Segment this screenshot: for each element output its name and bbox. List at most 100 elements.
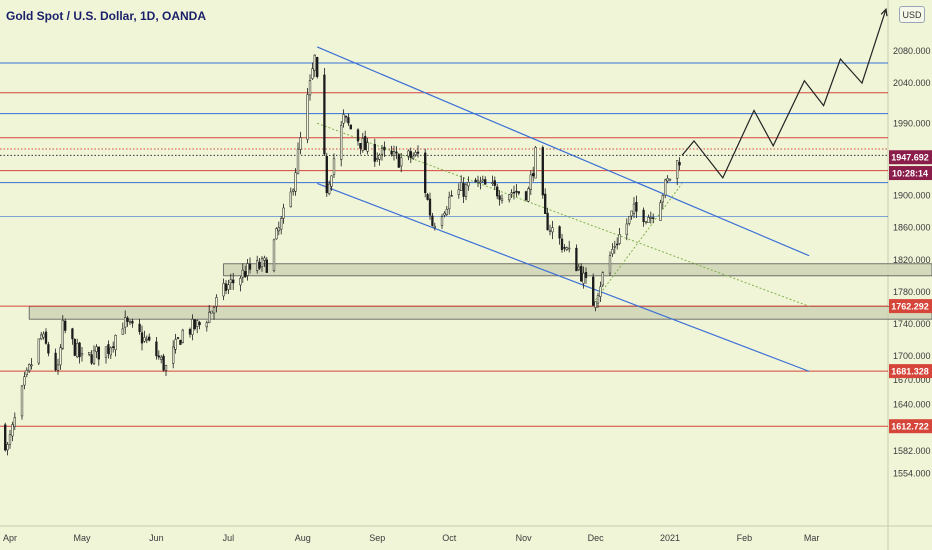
candle-body bbox=[366, 142, 369, 152]
y-axis-tick-label: 1860.000 bbox=[893, 223, 931, 233]
candle-body bbox=[241, 269, 244, 278]
x-axis-tick-label: Mar bbox=[804, 533, 820, 543]
candle-body bbox=[630, 210, 633, 217]
candle-body bbox=[517, 191, 520, 194]
candle-body bbox=[608, 255, 612, 274]
candle-body bbox=[107, 344, 110, 354]
candle-body bbox=[88, 351, 91, 355]
x-axis-tick-label: Jul bbox=[223, 533, 235, 543]
candle-body bbox=[390, 150, 393, 155]
y-axis-tick-label: 1582.000 bbox=[893, 446, 931, 456]
candle-body bbox=[515, 190, 518, 193]
price-tag bbox=[889, 166, 932, 181]
candle-body bbox=[292, 189, 295, 192]
candle-body bbox=[155, 341, 158, 357]
x-axis-tick-label: May bbox=[73, 533, 91, 543]
price-tag-label: 1612.722 bbox=[891, 422, 929, 432]
candle-body bbox=[342, 114, 345, 124]
candle-body bbox=[73, 339, 76, 356]
demand-zone bbox=[28, 305, 932, 320]
candle-body bbox=[37, 338, 40, 364]
currency-button[interactable]: USD bbox=[899, 6, 925, 23]
candle-body bbox=[44, 331, 48, 344]
candle-body bbox=[548, 230, 552, 232]
candle-body bbox=[104, 346, 108, 358]
candle-body bbox=[464, 184, 468, 197]
candle-body bbox=[198, 322, 201, 326]
candle-body bbox=[256, 260, 259, 271]
candle-body bbox=[208, 311, 211, 323]
candle-body bbox=[364, 136, 367, 151]
candle-body bbox=[90, 354, 93, 364]
candle-body bbox=[227, 284, 230, 290]
candle-body bbox=[498, 195, 501, 200]
candle-body bbox=[80, 353, 84, 356]
candle-body bbox=[440, 216, 444, 226]
candle-body bbox=[508, 194, 511, 201]
candle-body bbox=[145, 338, 148, 341]
candle-body bbox=[580, 266, 583, 282]
candle-body bbox=[532, 173, 535, 177]
candle-body bbox=[378, 154, 381, 160]
x-axis-tick-label: Feb bbox=[737, 533, 753, 543]
candle-body bbox=[359, 143, 362, 149]
candle-body bbox=[582, 272, 585, 284]
candle-body bbox=[450, 195, 453, 197]
candle-body bbox=[512, 191, 516, 194]
candle-body bbox=[56, 364, 60, 371]
price-tag bbox=[889, 150, 932, 165]
candle-body bbox=[97, 346, 100, 360]
candle-body bbox=[652, 217, 655, 219]
candle-body bbox=[529, 174, 532, 190]
candle-body bbox=[229, 279, 232, 284]
price-tag-label: 1947.692 bbox=[891, 153, 929, 163]
candle-body bbox=[196, 320, 199, 327]
candle-body bbox=[263, 257, 266, 261]
x-axis-tick-label: Oct bbox=[442, 533, 457, 543]
x-axis-tick-label: 2021 bbox=[660, 533, 680, 543]
candle-body bbox=[457, 189, 460, 195]
candle-body bbox=[193, 319, 196, 330]
candle-body bbox=[594, 301, 597, 308]
candle-body bbox=[460, 182, 463, 191]
candle-body bbox=[64, 320, 67, 331]
candle-body bbox=[25, 369, 28, 376]
candle-body bbox=[280, 218, 283, 230]
candle-body bbox=[148, 336, 151, 341]
candle-body bbox=[30, 364, 33, 367]
candle-body bbox=[479, 181, 482, 184]
candle-body bbox=[428, 198, 432, 216]
candle-body bbox=[347, 117, 350, 124]
candle-body bbox=[205, 322, 208, 328]
candle-body bbox=[121, 328, 124, 335]
candle-body bbox=[78, 342, 81, 358]
candle-body bbox=[618, 234, 621, 244]
candle-body bbox=[174, 339, 177, 350]
candle-body bbox=[527, 188, 530, 202]
candle-body bbox=[126, 317, 129, 322]
candle-body bbox=[4, 424, 7, 451]
candle-body bbox=[647, 217, 650, 223]
candle-body bbox=[500, 198, 504, 201]
price-tag-label: 1681.328 bbox=[891, 367, 929, 377]
candle-body bbox=[380, 148, 384, 155]
candle-body bbox=[412, 155, 415, 159]
candle-body bbox=[128, 321, 132, 323]
candle-body bbox=[431, 215, 434, 226]
candle-body bbox=[6, 444, 9, 451]
dotted-trend-line bbox=[592, 183, 683, 304]
candle-body bbox=[661, 195, 664, 203]
projection-arrow-head bbox=[880, 7, 888, 17]
candle-body bbox=[28, 364, 31, 372]
candle-body bbox=[575, 247, 578, 272]
candle-body bbox=[131, 320, 134, 324]
price-tag bbox=[889, 364, 932, 379]
candle-body bbox=[71, 328, 74, 340]
candle-body bbox=[8, 434, 12, 445]
candle-body bbox=[577, 266, 580, 270]
candle-body bbox=[510, 192, 513, 195]
dotted-trend-line bbox=[317, 122, 810, 307]
candle-body bbox=[340, 125, 343, 160]
